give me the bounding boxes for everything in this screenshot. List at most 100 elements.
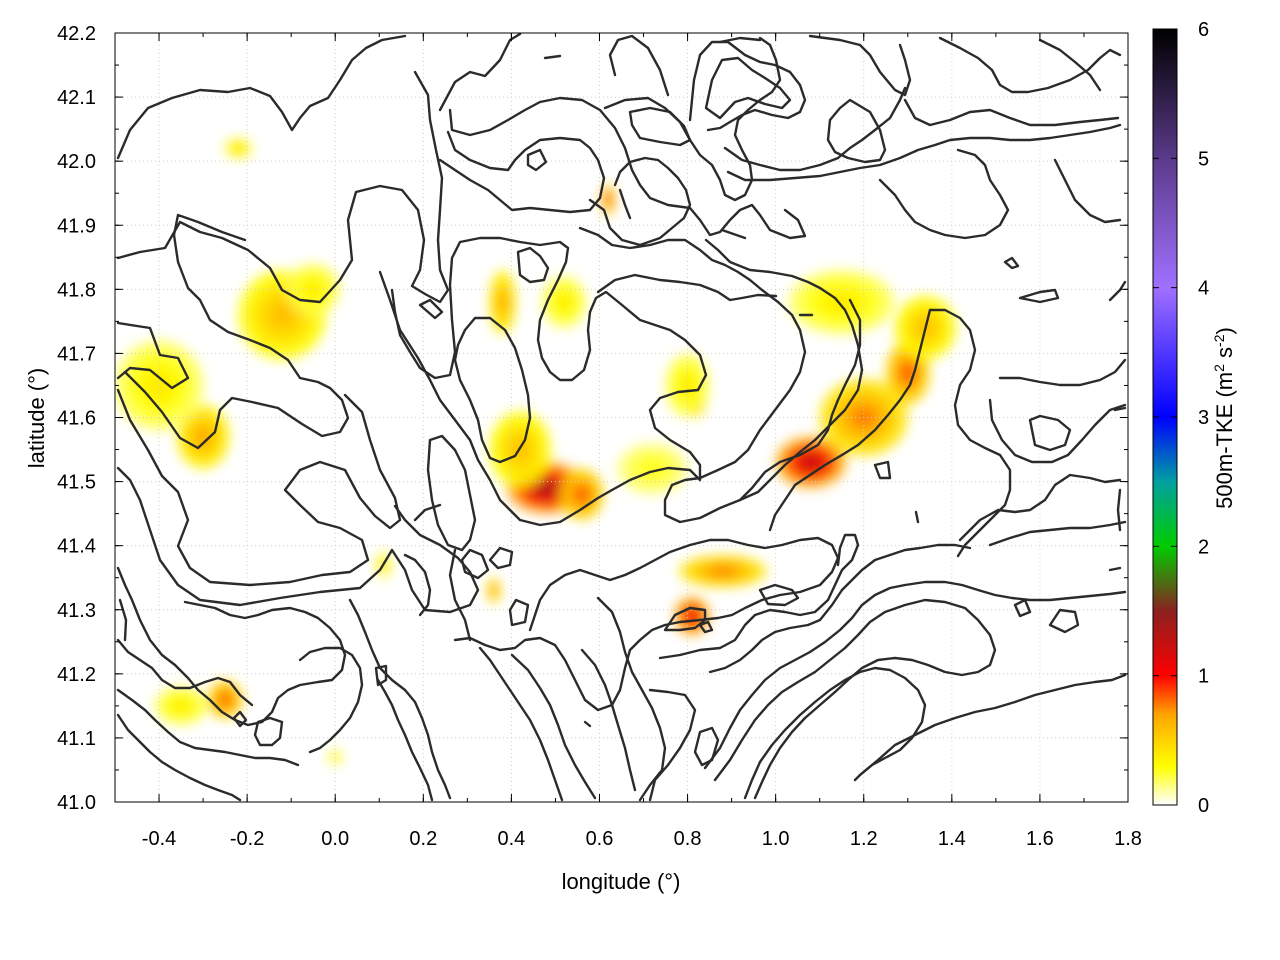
colorbar-label-sup2: -2 — [1211, 334, 1227, 347]
contour-line — [998, 358, 1127, 387]
contour-line — [768, 308, 932, 532]
contour-line — [958, 473, 1122, 542]
contour-line — [688, 40, 807, 132]
contour-line — [743, 666, 927, 800]
terrain-contours — [116, 33, 1127, 802]
colorbar-label-mid: s — [1212, 347, 1237, 364]
colorbar-label-end: ) — [1212, 327, 1237, 334]
colorbar-tick-label: 3 — [1198, 407, 1209, 429]
contour-line — [738, 298, 862, 502]
y-tick-label: 42.1 — [57, 87, 96, 109]
contour-line — [453, 316, 532, 464]
contour-line — [1113, 406, 1127, 412]
contour-line — [988, 398, 1127, 464]
y-tick-label: 41.1 — [57, 728, 96, 750]
contour-line — [928, 308, 1012, 558]
colorbar-tick-label: 2 — [1198, 536, 1209, 558]
contour-line — [116, 388, 402, 587]
contour-line — [116, 70, 450, 304]
contour-line — [618, 188, 632, 220]
contour-line — [758, 583, 800, 607]
contour-line — [578, 226, 864, 524]
contour-line — [580, 648, 637, 792]
contour-line — [116, 713, 242, 802]
contour-line — [726, 123, 1122, 182]
colorbar-tick-label: 0 — [1198, 795, 1209, 817]
contour-line — [723, 86, 907, 172]
contour-line — [253, 716, 284, 747]
contour-line — [403, 553, 432, 617]
contour-line — [448, 96, 807, 240]
contour-line — [516, 246, 550, 284]
contour-line — [938, 36, 1122, 94]
contour-line — [878, 148, 1010, 240]
contour-line — [1038, 38, 1102, 92]
contour-line — [1013, 598, 1032, 618]
contour-line — [453, 536, 840, 712]
contour-line — [698, 620, 714, 634]
contour-line — [543, 54, 562, 60]
contour-line — [418, 298, 444, 320]
contour-line — [720, 228, 747, 240]
y-tick-label: 41.6 — [57, 408, 96, 430]
y-tick-label: 41.9 — [57, 215, 96, 237]
contour-line — [1116, 488, 1122, 532]
contour-line — [118, 598, 128, 642]
contour-line — [648, 688, 697, 802]
y-tick-label: 41.2 — [57, 664, 96, 686]
colorbar-tick-label: 5 — [1198, 148, 1209, 170]
contour-line — [988, 520, 1127, 547]
contour-line — [478, 646, 564, 802]
x-tick-label: 0.6 — [586, 828, 614, 850]
colorbar-tick-label: 1 — [1198, 666, 1209, 688]
colorbar-label-sup1: 2 — [1211, 364, 1227, 372]
tke-blob — [536, 481, 557, 495]
contour-line — [448, 548, 472, 642]
contour-line — [588, 156, 692, 247]
contour-line — [232, 710, 248, 728]
contour-line — [663, 606, 707, 632]
contour-line — [508, 598, 530, 627]
y-axis-label: latitude (°) — [24, 368, 49, 469]
contour-line — [488, 546, 514, 570]
colorbar-tick-label: 4 — [1198, 278, 1209, 300]
contour-line — [1053, 158, 1122, 224]
contour-line — [858, 673, 1127, 777]
y-axis: 41.0 41.1 41.2 41.3 41.4 41.5 41.6 41.7 41.8 41.9… — [57, 23, 1128, 814]
x-tick-label: 0.0 — [321, 828, 349, 850]
x-tick-label: -0.2 — [230, 828, 264, 850]
contour-line — [1108, 566, 1122, 572]
tke-blob — [606, 195, 611, 204]
contour-line — [708, 543, 972, 674]
colorbar-label-main: 500m-TKE (m — [1212, 372, 1237, 509]
contour-line — [116, 566, 347, 727]
colorbar-tick-label: 6 — [1198, 19, 1209, 41]
contour-line — [914, 510, 920, 524]
x-tick-label: 1.4 — [938, 828, 966, 850]
tke-blob — [174, 701, 188, 711]
contour-line — [703, 580, 1127, 770]
contour-line — [1018, 288, 1060, 304]
contour-line — [704, 56, 792, 120]
tke-blob — [558, 295, 570, 309]
x-axis-label: longitude (°) — [562, 869, 681, 894]
x-tick-label: 1.2 — [850, 828, 878, 850]
contour-line — [1028, 414, 1072, 452]
contour-line — [1108, 280, 1127, 302]
contour-line — [1048, 608, 1080, 634]
contour-line — [608, 34, 670, 97]
contour-line — [583, 720, 592, 728]
contour-line — [873, 460, 892, 480]
contour-line — [116, 638, 254, 707]
y-tick-label: 41.3 — [57, 600, 96, 622]
y-tick-label: 41.8 — [57, 279, 96, 301]
y-tick-label: 41.5 — [57, 472, 96, 494]
contour-line — [808, 34, 912, 97]
contour-line — [116, 34, 407, 160]
contour-line — [116, 321, 190, 390]
x-tick-label: 1.0 — [762, 828, 790, 850]
x-tick-label: 1.6 — [1026, 828, 1054, 850]
tke-blob — [235, 145, 242, 151]
contour-line — [693, 726, 720, 767]
